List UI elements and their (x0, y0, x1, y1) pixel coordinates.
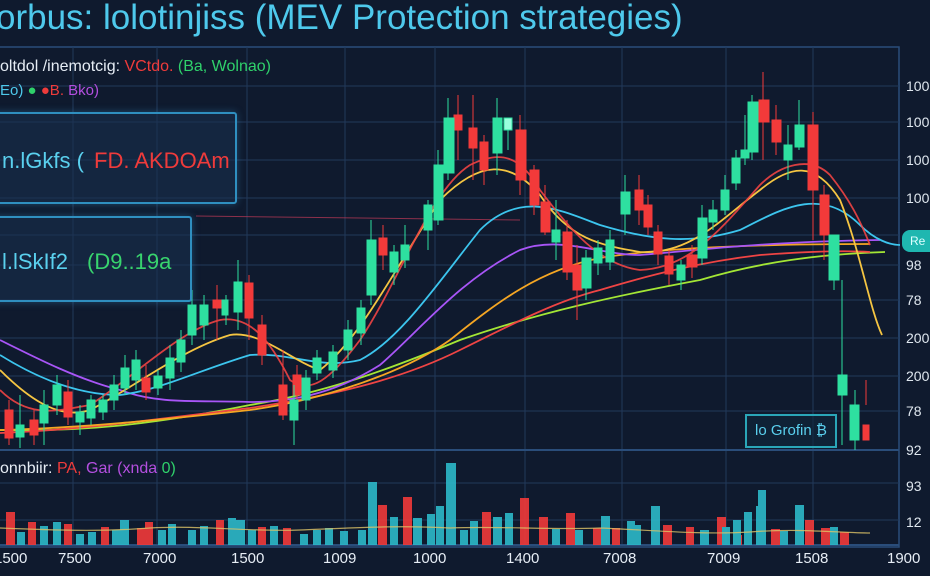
chart-title: orbus: lolotinjiss (MEV Protection strat… (0, 0, 683, 37)
legend2-prefix: Eo) (0, 82, 24, 99)
callout-box-2: l.lSkIf2 (D9..19a (0, 216, 192, 302)
callout-box-1: n.lGkfs ( FD. AKDOAm (0, 112, 237, 204)
y-tick: 100 (906, 114, 930, 130)
x-tick: 1500 (0, 550, 28, 567)
volume-bars (0, 463, 871, 545)
green-dot-icon: ● (27, 82, 37, 99)
indicator-legend: oltdol /inemotcig: VCtdo. (Ba, Wolnao) (0, 58, 271, 76)
x-tick: 1508 (795, 550, 829, 567)
callout-2-label: l.lSkIf2 (2, 249, 69, 274)
volume-legend-purple: Gar (xnda (86, 460, 158, 477)
y-tick: 200 (906, 330, 930, 346)
legend-prefix: oltdol /inemotcig: (0, 58, 121, 75)
callout-1-value: FD. AKDOAm (94, 148, 230, 173)
x-tick: 7500 (58, 550, 92, 567)
y-tick: 78 (906, 292, 922, 308)
annotation-box: lo Grofin ₿ (745, 414, 837, 448)
candles (4, 72, 870, 450)
volume-y-tick: 12 (906, 514, 922, 530)
x-tick: 1900 (887, 550, 921, 567)
volume-legend-red: PA, (56, 460, 82, 477)
x-tick: 1400 (506, 550, 540, 567)
y-tick: 100 (906, 152, 930, 168)
y-tick: 100 (906, 78, 930, 94)
x-tick: 7008 (603, 550, 637, 567)
y-tick: 78 (906, 403, 922, 419)
legend2-red-label: ●B. (40, 82, 64, 99)
x-tick: 1500 (231, 550, 265, 567)
x-tick: 7009 (707, 550, 741, 567)
indicator-legend-line2: Eo) ● ●B. Bko) (0, 82, 99, 99)
x-tick: 1000 (413, 550, 447, 567)
callout-2-value: (D9..19a (87, 249, 172, 274)
legend2-purple-label: Bko) (68, 82, 99, 99)
callout-1-label: n.lGkfs ( (2, 148, 84, 173)
legend-red-label: VCtdo. (124, 58, 174, 75)
x-tick: 1009 (323, 550, 357, 567)
volume-legend-prefix: onnbiir: (0, 460, 53, 477)
current-price-tag: Re (902, 230, 930, 252)
legend-green-label: (Ba, Wolnao) (177, 58, 271, 75)
y-tick: 98 (906, 257, 922, 273)
volume-legend: onnbiir: PA, Gar (xnda 0) (0, 460, 176, 478)
x-tick: 7000 (143, 550, 177, 567)
y-tick: 92 (906, 442, 922, 458)
volume-y-tick: 93 (906, 478, 922, 494)
y-tick: 200 (906, 368, 930, 384)
y-tick: 100 (906, 190, 930, 206)
volume-legend-green: 0) (161, 460, 176, 477)
